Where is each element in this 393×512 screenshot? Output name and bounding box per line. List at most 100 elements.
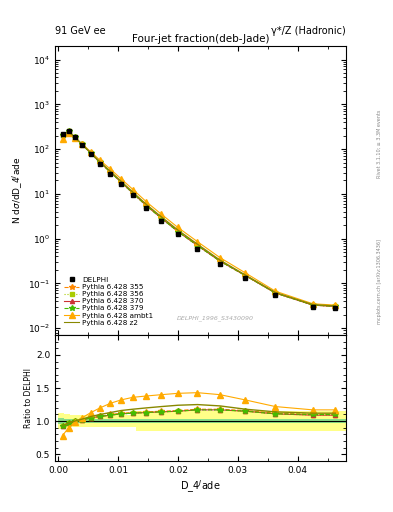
Pythia 6.428 356 <box>273 290 278 296</box>
Pythia 6.428 ambt1 <box>60 136 65 142</box>
Pythia 6.428 356 <box>89 151 94 157</box>
Pythia 6.428 379 <box>60 132 65 138</box>
Pythia 6.428 379 <box>119 179 123 185</box>
Y-axis label: N d$\sigma$/dD_4$^J$ade: N d$\sigma$/dD_4$^J$ade <box>11 157 25 224</box>
Pythia 6.428 370 <box>80 141 84 147</box>
Pythia 6.428 z2 <box>218 257 222 263</box>
Pythia 6.428 z2 <box>243 272 248 278</box>
Pythia 6.428 ambt1 <box>80 141 84 147</box>
Text: γ*/Z (Hadronic): γ*/Z (Hadronic) <box>271 26 346 36</box>
Pythia 6.428 z2 <box>89 150 94 156</box>
Pythia 6.428 356 <box>195 243 200 249</box>
Pythia 6.428 355 <box>195 242 200 248</box>
Pythia 6.428 355 <box>130 190 135 196</box>
Pythia 6.428 355 <box>243 272 248 279</box>
Pythia 6.428 379 <box>66 128 71 134</box>
Pythia 6.428 ambt1 <box>333 302 338 308</box>
Pythia 6.428 379 <box>310 302 315 308</box>
Pythia 6.428 370 <box>144 203 149 209</box>
Pythia 6.428 370 <box>60 132 65 138</box>
Pythia 6.428 379 <box>108 169 113 175</box>
Pythia 6.428 ambt1 <box>72 135 77 141</box>
Pythia 6.428 355 <box>108 169 113 175</box>
Pythia 6.428 355 <box>89 151 94 157</box>
Pythia 6.428 379 <box>144 203 149 209</box>
Pythia 6.428 355 <box>218 258 222 264</box>
Pythia 6.428 379 <box>72 134 77 140</box>
Pythia 6.428 z2 <box>159 214 164 220</box>
Pythia 6.428 370 <box>176 228 180 234</box>
Pythia 6.428 z2 <box>176 227 180 233</box>
Pythia 6.428 370 <box>108 169 113 175</box>
Title: Four-jet fraction(deb-Jade): Four-jet fraction(deb-Jade) <box>132 34 269 44</box>
Pythia 6.428 356 <box>310 302 315 308</box>
Pythia 6.428 379 <box>130 190 135 197</box>
Pythia 6.428 356 <box>243 272 248 279</box>
Pythia 6.428 356 <box>218 258 222 264</box>
Pythia 6.428 379 <box>243 272 248 279</box>
Text: Rivet 3.1.10; ≥ 3.3M events: Rivet 3.1.10; ≥ 3.3M events <box>377 109 382 178</box>
Pythia 6.428 ambt1 <box>66 130 71 136</box>
Pythia 6.428 ambt1 <box>218 254 222 261</box>
Pythia 6.428 356 <box>333 304 338 310</box>
Text: DELPHI_1996_S3430090: DELPHI_1996_S3430090 <box>176 315 253 321</box>
Pythia 6.428 z2 <box>310 302 315 308</box>
Pythia 6.428 370 <box>130 190 135 197</box>
Pythia 6.428 379 <box>159 215 164 221</box>
Line: Pythia 6.428 ambt1: Pythia 6.428 ambt1 <box>60 130 338 308</box>
Pythia 6.428 379 <box>195 243 200 249</box>
Pythia 6.428 356 <box>176 228 180 234</box>
Pythia 6.428 ambt1 <box>97 157 102 163</box>
Pythia 6.428 z2 <box>333 303 338 309</box>
Pythia 6.428 z2 <box>195 241 200 247</box>
Pythia 6.428 379 <box>176 228 180 234</box>
Pythia 6.428 379 <box>273 290 278 296</box>
Pythia 6.428 356 <box>144 203 149 209</box>
Pythia 6.428 z2 <box>97 159 102 165</box>
Line: Pythia 6.428 355: Pythia 6.428 355 <box>60 129 338 309</box>
Legend: DELPHI, Pythia 6.428 355, Pythia 6.428 356, Pythia 6.428 370, Pythia 6.428 379, : DELPHI, Pythia 6.428 355, Pythia 6.428 3… <box>62 274 156 329</box>
Pythia 6.428 370 <box>243 272 248 279</box>
Pythia 6.428 ambt1 <box>89 149 94 155</box>
Pythia 6.428 370 <box>72 134 77 140</box>
Text: mcplots.cern.ch [arXiv:1306.3436]: mcplots.cern.ch [arXiv:1306.3436] <box>377 239 382 324</box>
Pythia 6.428 370 <box>218 258 222 264</box>
Pythia 6.428 356 <box>159 215 164 221</box>
Pythia 6.428 370 <box>89 151 94 157</box>
Pythia 6.428 355 <box>80 141 84 147</box>
Pythia 6.428 ambt1 <box>243 270 248 276</box>
Pythia 6.428 z2 <box>108 168 113 175</box>
Pythia 6.428 355 <box>310 302 315 308</box>
Pythia 6.428 ambt1 <box>195 239 200 245</box>
Pythia 6.428 356 <box>66 128 71 134</box>
Pythia 6.428 356 <box>97 159 102 165</box>
Pythia 6.428 355 <box>97 159 102 165</box>
Line: Pythia 6.428 370: Pythia 6.428 370 <box>61 129 338 309</box>
Pythia 6.428 355 <box>72 134 77 140</box>
Pythia 6.428 370 <box>310 302 315 308</box>
Pythia 6.428 ambt1 <box>273 288 278 294</box>
Pythia 6.428 355 <box>176 228 180 234</box>
Pythia 6.428 355 <box>119 179 123 185</box>
Pythia 6.428 370 <box>66 128 71 134</box>
Pythia 6.428 370 <box>159 215 164 221</box>
Pythia 6.428 370 <box>333 304 338 310</box>
Line: Pythia 6.428 z2: Pythia 6.428 z2 <box>62 131 335 306</box>
Pythia 6.428 356 <box>108 169 113 175</box>
Pythia 6.428 355 <box>144 203 149 209</box>
Pythia 6.428 ambt1 <box>176 224 180 230</box>
Pythia 6.428 ambt1 <box>119 176 123 182</box>
Pythia 6.428 356 <box>130 190 135 197</box>
Pythia 6.428 355 <box>159 215 164 221</box>
Pythia 6.428 356 <box>119 179 123 185</box>
Text: 91 GeV ee: 91 GeV ee <box>55 26 106 36</box>
Pythia 6.428 z2 <box>119 178 123 184</box>
Pythia 6.428 379 <box>80 141 84 147</box>
Pythia 6.428 355 <box>60 132 65 138</box>
Pythia 6.428 379 <box>89 151 94 157</box>
Pythia 6.428 356 <box>80 141 84 147</box>
Pythia 6.428 370 <box>119 179 123 185</box>
Pythia 6.428 379 <box>97 159 102 165</box>
Pythia 6.428 ambt1 <box>130 186 135 193</box>
Pythia 6.428 355 <box>333 303 338 309</box>
